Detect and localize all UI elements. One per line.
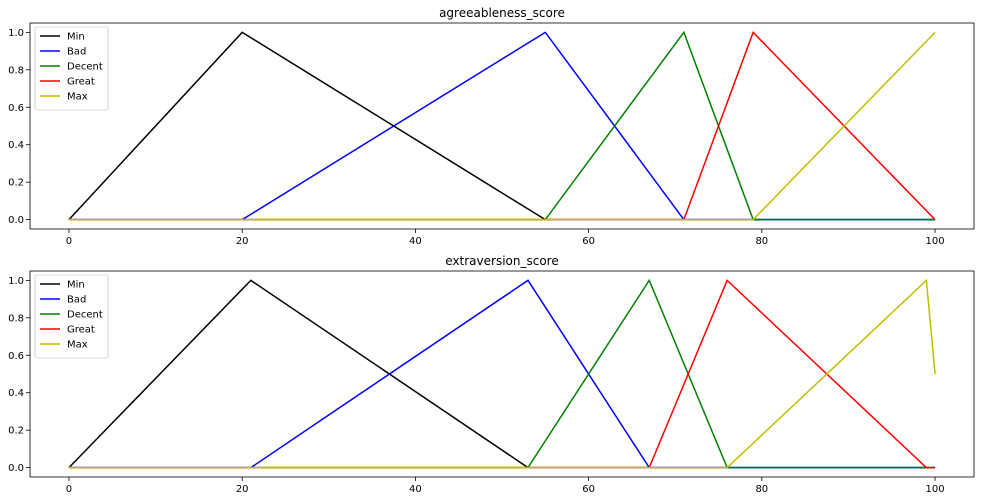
y-tick-label: 0.4 [8, 388, 24, 399]
legend-label: Bad [67, 47, 86, 58]
legend-label: Decent [67, 310, 103, 321]
y-tick-label: 0.0 [8, 215, 24, 226]
y-tick-label: 0.0 [8, 463, 24, 474]
x-tick-label: 0 [66, 236, 72, 247]
chart-title: agreeableness_score [439, 6, 565, 20]
y-tick-label: 0.6 [8, 351, 24, 362]
legend: Min Bad Decent Great Max [34, 26, 109, 111]
y-tick-label: 1.0 [8, 276, 24, 287]
x-tick-label: 80 [755, 484, 768, 495]
series-line-great [68, 279, 936, 469]
y-tick-label: 0.8 [8, 65, 24, 76]
series-line-bad [68, 31, 936, 221]
x-tick-label: 100 [925, 484, 944, 495]
x-tick-label: 0 [66, 484, 72, 495]
legend-box [34, 26, 109, 111]
legend-label: Great [67, 77, 95, 88]
chart-agreeableness: agreeableness_score 0 20 40 60 80 100 0.0 0.2 0.4… [8, 6, 975, 247]
legend-label: Max [67, 340, 88, 351]
axes-frame [29, 22, 975, 230]
legend-label: Max [67, 92, 88, 103]
series-line-decent [68, 278, 936, 469]
series-line-great [68, 30, 936, 221]
y-tick-label: 0.8 [8, 313, 24, 324]
x-tick-label: 80 [755, 236, 768, 247]
series-line-min [68, 279, 936, 469]
y-tick-label: 0.2 [8, 178, 24, 189]
legend-label: Great [67, 325, 95, 336]
x-tick-label: 40 [409, 236, 422, 247]
y-tick-label: 1.0 [8, 28, 24, 39]
legend: Min Bad Decent Great Max [34, 274, 109, 359]
series-line-max [68, 278, 936, 469]
legend-label: Bad [67, 295, 86, 306]
y-tick-label: 0.4 [8, 140, 24, 151]
series-line-decent [68, 30, 936, 221]
x-tick-label: 20 [236, 484, 249, 495]
legend-box [34, 274, 109, 359]
series-line-min [68, 31, 936, 221]
x-tick-label: 60 [582, 484, 595, 495]
axes-frame [29, 270, 975, 478]
chart-title: extraversion_score [445, 254, 558, 268]
legend-label: Decent [67, 62, 103, 73]
series-line-bad [68, 279, 936, 469]
chart-extraversion: extraversion_score 0 20 40 60 80 100 0.0 0.2 0.4 0… [8, 254, 975, 495]
x-tick-label: 20 [236, 236, 249, 247]
legend-label: Min [67, 32, 85, 43]
x-tick-label: 40 [409, 484, 422, 495]
y-tick-label: 0.2 [8, 426, 24, 437]
legend-label: Min [67, 280, 85, 291]
y-tick-label: 0.6 [8, 103, 24, 114]
series-line-max [68, 31, 936, 221]
x-tick-label: 60 [582, 236, 595, 247]
x-tick-label: 100 [925, 236, 944, 247]
